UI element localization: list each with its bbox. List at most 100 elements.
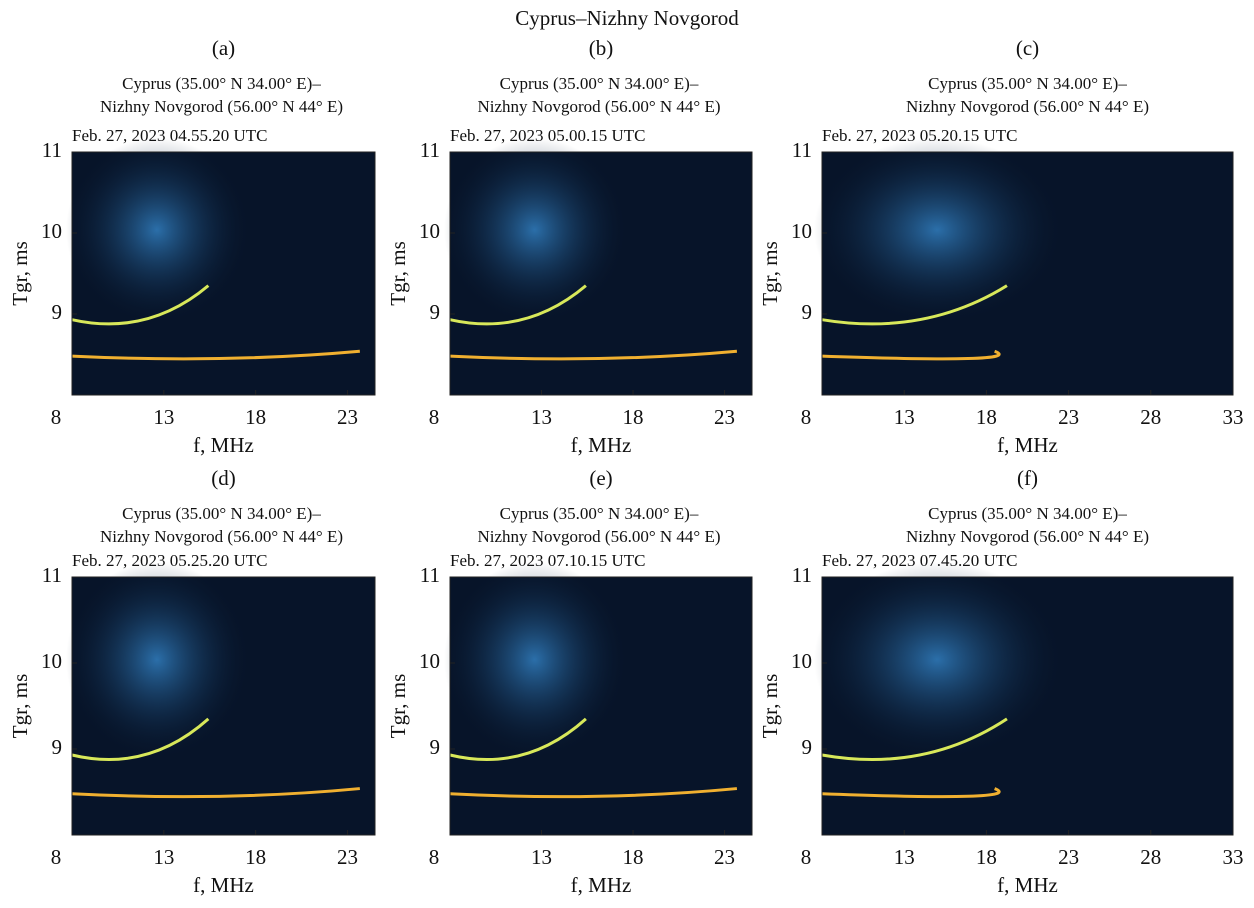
panel-subtitle: Cyprus (35.00° N 34.00° E)– xyxy=(500,504,699,523)
plot-frame xyxy=(71,151,376,396)
x-axis-label: f, MHz xyxy=(997,873,1058,897)
f-layer-trace xyxy=(449,284,587,326)
panel-subtitle: Cyprus (35.00° N 34.00° E)– xyxy=(122,504,321,523)
x-tick-label: 18 xyxy=(623,405,644,429)
x-tick-label: 13 xyxy=(894,845,915,869)
y-tick-label: 9 xyxy=(430,735,441,759)
x-axis-label: f, MHz xyxy=(997,433,1058,457)
diffuse-echo xyxy=(813,137,1061,323)
y-tick-label: 11 xyxy=(792,563,812,587)
x-tick-label: 8 xyxy=(51,845,62,869)
y-tick-label: 10 xyxy=(791,649,812,673)
y-tick-label: 11 xyxy=(42,138,62,162)
x-tick-label: 28 xyxy=(1140,845,1161,869)
panel-label: (a) xyxy=(212,36,235,60)
x-tick-label: 33 xyxy=(1223,845,1244,869)
x-axis-label: f, MHz xyxy=(193,433,254,457)
panel-date: Feb. 27, 2023 05.00.15 UTC xyxy=(450,126,646,145)
e-layer-trace xyxy=(821,349,1001,361)
panel-label: (f) xyxy=(1017,466,1038,490)
x-tick-label: 8 xyxy=(801,405,812,429)
y-tick-label: 9 xyxy=(430,300,441,324)
x-tick-label: 18 xyxy=(976,845,997,869)
plot-frame xyxy=(449,576,753,836)
x-tick-label: 18 xyxy=(245,405,266,429)
y-tick-label: 9 xyxy=(802,735,813,759)
panel-label: (e) xyxy=(589,466,612,490)
y-axis-label: Tgr, ms xyxy=(386,241,410,306)
x-tick-label: 23 xyxy=(337,405,358,429)
panel-subtitle: Nizhny Novgorod (56.00° N 44° E) xyxy=(477,97,720,116)
plot-frame xyxy=(71,576,376,836)
panel-subtitle: Cyprus (35.00° N 34.00° E)– xyxy=(500,74,699,93)
y-tick-label: 11 xyxy=(42,563,62,587)
y-tick-label: 11 xyxy=(420,138,440,162)
panel-subtitle: Cyprus (35.00° N 34.00° E)– xyxy=(928,504,1127,523)
panel-date: Feb. 27, 2023 05.20.15 UTC xyxy=(822,126,1018,145)
y-tick-label: 9 xyxy=(52,735,63,759)
diffuse-echo xyxy=(65,561,248,758)
panel-label: (c) xyxy=(1016,36,1039,60)
x-tick-label: 23 xyxy=(1058,405,1079,429)
y-axis-label: Tgr, ms xyxy=(758,241,782,306)
figure-title: Cyprus–Nizhny Novgorod xyxy=(515,6,739,30)
panel-date: Feb. 27, 2023 05.25.20 UTC xyxy=(72,551,268,570)
y-axis-label: Tgr, ms xyxy=(8,674,32,739)
x-tick-label: 18 xyxy=(976,405,997,429)
y-tick-label: 9 xyxy=(52,300,63,324)
plot-frame xyxy=(821,151,1234,396)
y-tick-label: 10 xyxy=(41,219,62,243)
x-tick-label: 28 xyxy=(1140,405,1161,429)
x-tick-label: 18 xyxy=(245,845,266,869)
e-layer-trace xyxy=(71,787,360,799)
f-layer-trace xyxy=(449,717,587,762)
x-axis-label: f, MHz xyxy=(571,433,632,457)
panel-subtitle: Nizhny Novgorod (56.00° N 44° E) xyxy=(906,527,1149,546)
x-tick-label: 23 xyxy=(714,405,735,429)
e-layer-trace xyxy=(449,349,738,361)
e-layer-trace xyxy=(821,787,1001,799)
x-tick-label: 8 xyxy=(429,405,440,429)
diffuse-echo xyxy=(443,561,626,758)
y-axis-label: Tgr, ms xyxy=(386,674,410,739)
x-tick-label: 13 xyxy=(531,845,552,869)
y-axis-label: Tgr, ms xyxy=(8,241,32,306)
panel-label: (d) xyxy=(211,466,236,490)
x-axis-label: f, MHz xyxy=(193,873,254,897)
y-tick-label: 10 xyxy=(41,649,62,673)
panel-label: (b) xyxy=(589,36,614,60)
x-tick-label: 18 xyxy=(623,845,644,869)
diffuse-echo xyxy=(813,561,1061,758)
x-tick-label: 8 xyxy=(801,845,812,869)
plot-frame xyxy=(821,576,1234,836)
y-tick-label: 11 xyxy=(792,138,812,162)
f-layer-trace xyxy=(71,717,210,762)
x-tick-label: 8 xyxy=(51,405,62,429)
e-layer-trace xyxy=(449,787,738,799)
y-tick-label: 10 xyxy=(419,219,440,243)
x-tick-label: 13 xyxy=(894,405,915,429)
panel-date: Feb. 27, 2023 07.10.15 UTC xyxy=(450,551,646,570)
x-tick-label: 13 xyxy=(153,845,174,869)
diffuse-echo xyxy=(65,137,248,323)
panel-subtitle: Nizhny Novgorod (56.00° N 44° E) xyxy=(100,97,343,116)
panel-subtitle: Cyprus (35.00° N 34.00° E)– xyxy=(928,74,1127,93)
f-layer-trace xyxy=(821,717,1008,762)
plot-frame xyxy=(449,151,753,396)
x-tick-label: 33 xyxy=(1223,405,1244,429)
x-tick-label: 23 xyxy=(714,845,735,869)
y-tick-label: 10 xyxy=(419,649,440,673)
x-tick-label: 13 xyxy=(531,405,552,429)
panel-subtitle: Nizhny Novgorod (56.00° N 44° E) xyxy=(477,527,720,546)
y-tick-label: 11 xyxy=(420,563,440,587)
panel-subtitle: Nizhny Novgorod (56.00° N 44° E) xyxy=(906,97,1149,116)
x-axis-label: f, MHz xyxy=(571,873,632,897)
x-tick-label: 23 xyxy=(1058,845,1079,869)
x-tick-label: 8 xyxy=(429,845,440,869)
y-tick-label: 9 xyxy=(802,300,813,324)
y-tick-label: 10 xyxy=(791,219,812,243)
panel-subtitle: Cyprus (35.00° N 34.00° E)– xyxy=(122,74,321,93)
x-tick-label: 23 xyxy=(337,845,358,869)
f-layer-trace xyxy=(821,284,1008,326)
f-layer-trace xyxy=(71,284,210,326)
